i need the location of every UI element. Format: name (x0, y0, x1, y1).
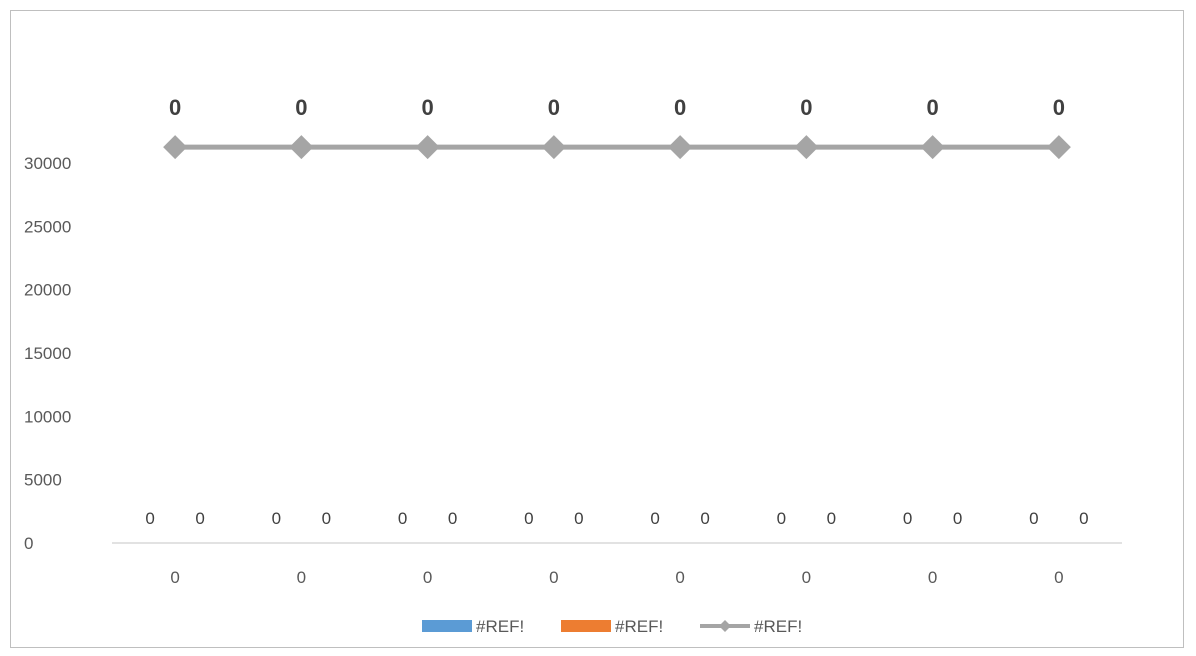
x-tick-label: 0 (423, 568, 432, 587)
bar-data-label: 0 (953, 509, 962, 528)
legend: #REF! #REF! #REF! (422, 617, 802, 636)
legend-diamond-icon (719, 620, 731, 632)
line-data-label: 0 (169, 95, 181, 120)
legend-label: #REF! (615, 617, 663, 636)
y-axis-tick-labels: 0 5000 10000 15000 20000 25000 30000 (24, 154, 71, 553)
x-tick-label: 0 (675, 568, 684, 587)
line-data-label: 0 (674, 95, 686, 120)
y-tick-label: 30000 (24, 154, 71, 173)
bar-data-label: 0 (272, 509, 281, 528)
y-tick-label: 10000 (24, 407, 71, 426)
bar-data-label: 0 (524, 509, 533, 528)
diamond-marker (415, 135, 440, 160)
line-data-label: 0 (800, 95, 812, 120)
bar-data-label: 0 (574, 509, 583, 528)
x-tick-label: 0 (170, 568, 179, 587)
diamond-marker (1046, 135, 1071, 160)
x-tick-label: 0 (1054, 568, 1063, 587)
x-tick-label: 0 (297, 568, 306, 587)
bar-data-label: 0 (827, 509, 836, 528)
x-tick-label: 0 (802, 568, 811, 587)
legend-label: #REF! (754, 617, 802, 636)
legend-swatch (561, 620, 611, 632)
bar-data-label: 0 (398, 509, 407, 528)
x-tick-label: 0 (549, 568, 558, 587)
bar-data-label: 0 (700, 509, 709, 528)
diamond-marker (794, 135, 819, 160)
bar-data-labels: 0 0 0 0 0 0 0 0 0 0 0 0 0 0 0 0 (145, 509, 1088, 528)
y-tick-label: 5000 (24, 471, 62, 490)
diamond-marker (163, 135, 188, 160)
line-data-label: 0 (927, 95, 939, 120)
bar-data-label: 0 (1029, 509, 1038, 528)
line-data-label: 0 (548, 95, 560, 120)
bar-data-label: 0 (777, 509, 786, 528)
x-tick-label: 0 (928, 568, 937, 587)
diamond-marker (541, 135, 566, 160)
legend-swatch (422, 620, 472, 632)
y-tick-label: 20000 (24, 281, 71, 300)
bar-data-label: 0 (322, 509, 331, 528)
line-data-label: 0 (422, 95, 434, 120)
bar-data-label: 0 (1079, 509, 1088, 528)
bar-data-label: 0 (145, 509, 154, 528)
bar-data-label: 0 (195, 509, 204, 528)
y-tick-label: 0 (24, 534, 33, 553)
line-data-label: 0 (1053, 95, 1065, 120)
diamond-marker (289, 135, 314, 160)
bar-data-label: 0 (448, 509, 457, 528)
diamond-marker (920, 135, 945, 160)
legend-label: #REF! (476, 617, 524, 636)
line-data-label: 0 (295, 95, 307, 120)
bar-data-label: 0 (903, 509, 912, 528)
line-data-labels: 0 0 0 0 0 0 0 0 (169, 95, 1065, 120)
chart-area (10, 10, 1184, 648)
y-tick-label: 15000 (24, 344, 71, 363)
bar-data-label: 0 (650, 509, 659, 528)
y-tick-label: 25000 (24, 217, 71, 236)
x-axis-tick-labels: 0 0 0 0 0 0 0 0 (170, 568, 1063, 587)
diamond-marker (668, 135, 693, 160)
line-series (163, 135, 1071, 160)
